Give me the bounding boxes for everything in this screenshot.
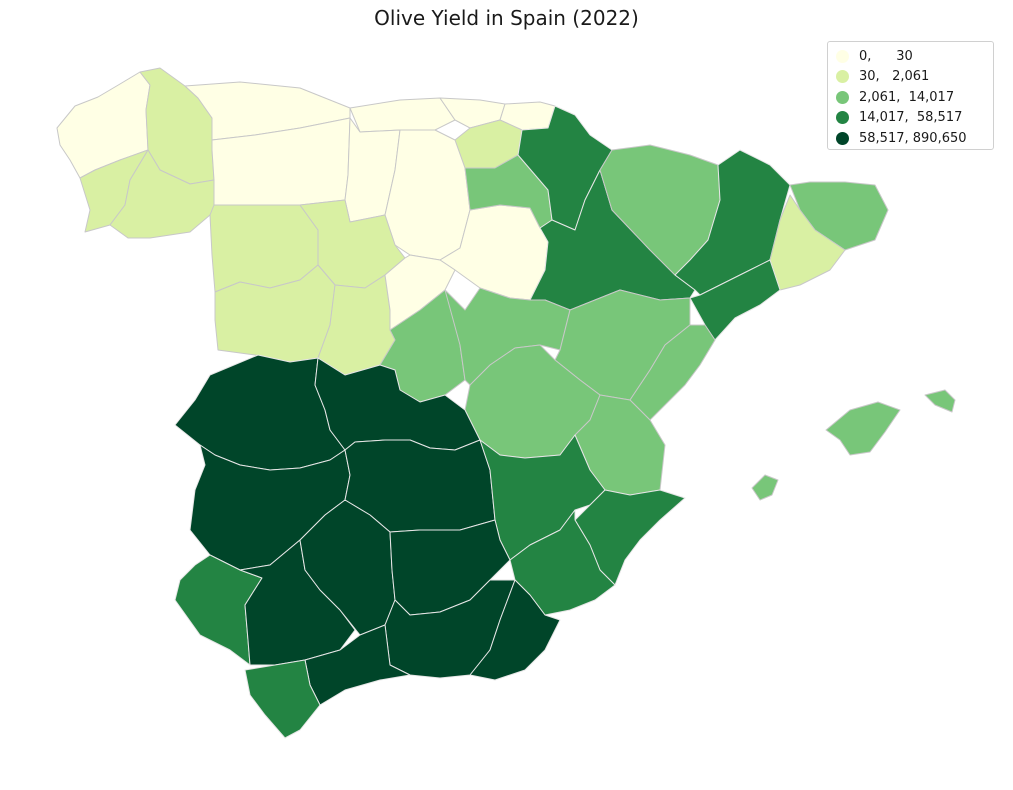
legend-item: 58,517, 890,650 (836, 128, 993, 149)
legend-label: 58,517, 890,650 (859, 130, 967, 146)
province-burgos: Burgos (384, 129, 471, 261)
province-tarragona: Tarragona (689, 259, 781, 341)
legend-item: 30, 2,061 (836, 67, 993, 88)
legend-swatch-icon (836, 111, 849, 125)
legend-swatch-icon (836, 70, 849, 84)
province-cantabria: Cantabria (349, 97, 456, 133)
legend-item: 14,017, 58,517 (836, 108, 993, 129)
legend-swatch-icon (836, 131, 849, 145)
province-segovia: Segovia (384, 254, 456, 331)
legend-label: 30, 2,061 (859, 69, 930, 85)
provinces-layer: A CoruñaLugoPontevedraOurenseAsturiasCan… (56, 67, 956, 739)
legend-label: 14,017, 58,517 (859, 110, 963, 126)
legend-item: 2,061, 14,017 (836, 87, 993, 108)
legend-label: 0, 30 (859, 48, 913, 64)
province-ibiza: Ibiza (751, 474, 779, 501)
legend-swatch-icon (836, 90, 849, 104)
legend-swatch-icon (836, 49, 849, 63)
province-mallorca: Mallorca (825, 401, 901, 456)
province-cadiz: Cádiz (244, 659, 321, 739)
province-castellon: Castellón (629, 324, 716, 421)
legend-item: 0, 30 (836, 46, 993, 67)
province-almeria: Almería (469, 579, 561, 681)
map-title: Olive Yield in Spain (2022) (374, 6, 639, 30)
legend: 0, 30 30, 2,061 2,061, 14,017 14,017, 58,51… (827, 41, 994, 150)
province-menorca: Menorca (924, 389, 956, 413)
legend-label: 2,061, 14,017 (859, 89, 955, 105)
